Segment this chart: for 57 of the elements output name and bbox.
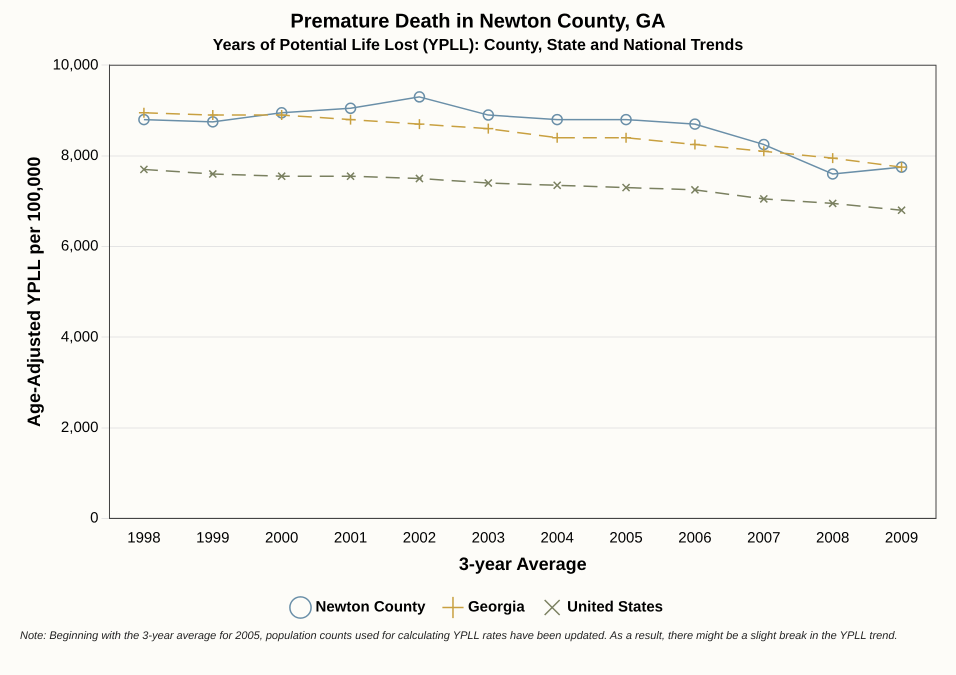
x-tick-label: 2000 <box>264 530 298 547</box>
x-tick-label: 2002 <box>402 530 436 547</box>
point <box>484 178 493 188</box>
x-tick-label: 2008 <box>816 530 850 547</box>
point <box>551 114 563 126</box>
point <box>826 152 838 164</box>
point <box>138 114 150 126</box>
x-tick-label: 2006 <box>678 530 712 547</box>
legend-label: Newton County <box>315 598 426 616</box>
point <box>140 165 148 174</box>
point <box>690 186 700 194</box>
chart-title: Premature Death in Newton County, GA <box>290 10 666 33</box>
x-tick-label: 2004 <box>540 530 574 547</box>
point <box>828 199 837 208</box>
point <box>277 172 286 181</box>
y-tick-label: 10,000 <box>52 56 98 74</box>
y-tick-label: 6,000 <box>60 238 98 255</box>
x-tick-label: 2005 <box>609 530 643 547</box>
x-tick-label: 1998 <box>127 530 161 547</box>
legend-label: United States <box>567 598 664 616</box>
chart-subtitle: Years of Potential Life Lost (YPLL): County, State and National Trends <box>212 37 744 54</box>
x-tick-label: 2009 <box>884 530 918 547</box>
x-tick-label: 2003 <box>472 530 505 547</box>
y-tick-label: 4,000 <box>60 328 98 346</box>
point <box>758 146 770 158</box>
point <box>415 174 424 183</box>
point <box>826 168 838 180</box>
point <box>620 114 632 126</box>
point <box>689 118 701 130</box>
legend-label: Georgia <box>468 598 526 616</box>
point <box>344 114 356 126</box>
point <box>552 181 562 190</box>
point <box>414 118 426 130</box>
x-axis-title: 3-year Average <box>458 554 587 574</box>
y-axis-title: Age-Adjusted YPLL per 100,000 <box>24 156 44 428</box>
x-tick-label: 1999 <box>196 530 230 547</box>
text: Note: Beginning with the 3-year average for 2005, population counts used for calculating YPLL rates have been updated. As a result, there might be a slight break in the YPLL trend. <box>20 630 899 642</box>
x-tick-label: 2001 <box>334 530 368 547</box>
point <box>482 122 494 134</box>
y-tick-label: 2,000 <box>60 418 98 436</box>
point <box>344 102 356 114</box>
point <box>758 138 770 150</box>
x-tick-label: 2007 <box>747 530 780 547</box>
point <box>207 116 219 128</box>
point <box>346 172 355 181</box>
point <box>622 183 630 192</box>
point <box>689 138 701 150</box>
point <box>138 107 150 119</box>
point <box>208 170 218 178</box>
point <box>620 132 632 144</box>
point <box>897 206 906 215</box>
point <box>760 194 768 204</box>
point <box>207 109 219 121</box>
y-tick-label: 8,000 <box>60 146 98 164</box>
point <box>414 91 426 103</box>
y-tick-label: 0 <box>90 510 98 527</box>
point <box>482 109 494 121</box>
